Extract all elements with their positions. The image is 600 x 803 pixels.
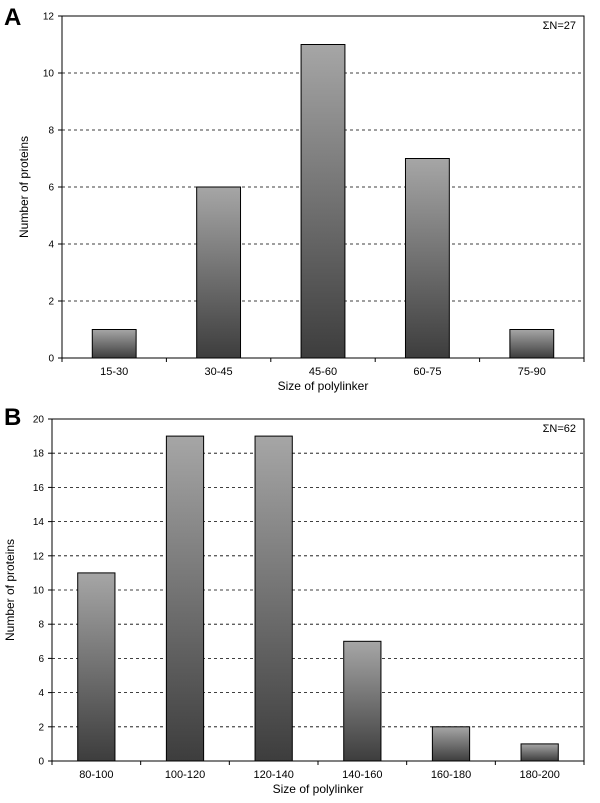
chart-a-ytick-label: 4 <box>48 240 54 251</box>
panel-label-a: A <box>4 4 22 31</box>
chart-b-ytick-label: 14 <box>33 517 45 528</box>
chart-a-bar <box>509 329 555 359</box>
chart-panel-a: A 0 2 4 6 8 10 12 15-30 30-45 45-60 60-75 75-90 Size… <box>0 0 600 400</box>
panel-label-b: B <box>4 404 22 431</box>
chart-a-xtick-label: 60-75 <box>413 366 441 378</box>
chart-a-bar <box>91 329 137 359</box>
chart-b-bar <box>520 743 559 762</box>
chart-b-ytick-label: 2 <box>38 722 44 733</box>
chart-b-ytick-label: 18 <box>33 449 45 460</box>
chart-b-ytick-label: 8 <box>38 620 44 631</box>
chart-b-bar <box>431 726 471 762</box>
chart-b-ytick-label: 6 <box>38 654 44 665</box>
chart-b-bar <box>254 435 293 762</box>
chart-a-yaxis-label: Number of proteins <box>17 136 31 238</box>
chart-b-annotation: ΣN=62 <box>543 423 576 435</box>
chart-b-ytick-label: 20 <box>33 415 45 426</box>
chart-b-ytick-label: 12 <box>33 551 45 562</box>
chart-a-svg: 0 2 4 6 8 10 12 15-30 30-45 45-60 60-75 75-90 Size o… <box>17 12 585 393</box>
chart-b-ytick-label: 4 <box>38 688 44 699</box>
chart-b-xtick-label: 100-120 <box>165 769 205 781</box>
chart-b-ytick-label: 10 <box>33 586 45 597</box>
chart-a-ytick-label: 6 <box>48 183 54 194</box>
chart-a-ytick-label: 10 <box>43 69 55 80</box>
chart-b-ytick-label: 0 <box>38 757 44 768</box>
chart-b-ytick-label: 16 <box>33 483 45 494</box>
chart-a-ytick-label: 8 <box>48 126 54 137</box>
chart-a-xtick-label: 75-90 <box>518 366 546 378</box>
chart-a-xtick-label: 45-60 <box>309 366 337 378</box>
chart-b-xaxis-label: Size of polylinker <box>273 782 364 796</box>
chart-b-xtick-label: 140-160 <box>342 769 382 781</box>
chart-a-bar <box>404 158 450 359</box>
chart-a-bar <box>196 186 242 359</box>
chart-b-xtick-label: 80-100 <box>79 769 113 781</box>
chart-a-ytick-label: 12 <box>43 12 55 23</box>
chart-a-xtick-label: 15-30 <box>100 366 128 378</box>
chart-b-yaxis-label: Number of proteins <box>3 539 17 641</box>
chart-b-svg: 0 2 4 6 8 10 12 14 16 18 20 80-100 100-120 120-140 140… <box>3 415 585 796</box>
chart-a-ytick-label: 0 <box>48 354 54 365</box>
chart-panel-b: B 0 2 4 6 8 10 12 14 16 18 20 80-100 100-120 120-140 1… <box>0 400 600 803</box>
chart-b-xtick-label: 180-200 <box>519 769 559 781</box>
chart-b-xtick-label: 160-180 <box>431 769 471 781</box>
chart-a-ytick-label: 2 <box>48 297 54 308</box>
chart-b-bar <box>343 640 382 762</box>
chart-a-xtick-label: 30-45 <box>205 366 233 378</box>
chart-a-annotation: ΣN=27 <box>543 20 576 32</box>
chart-a-bar <box>300 44 346 359</box>
chart-a-xaxis-label: Size of polylinker <box>278 379 369 393</box>
chart-b-bar <box>165 435 205 762</box>
chart-b-xtick-label: 120-140 <box>253 769 293 781</box>
chart-b-bar <box>77 572 116 762</box>
